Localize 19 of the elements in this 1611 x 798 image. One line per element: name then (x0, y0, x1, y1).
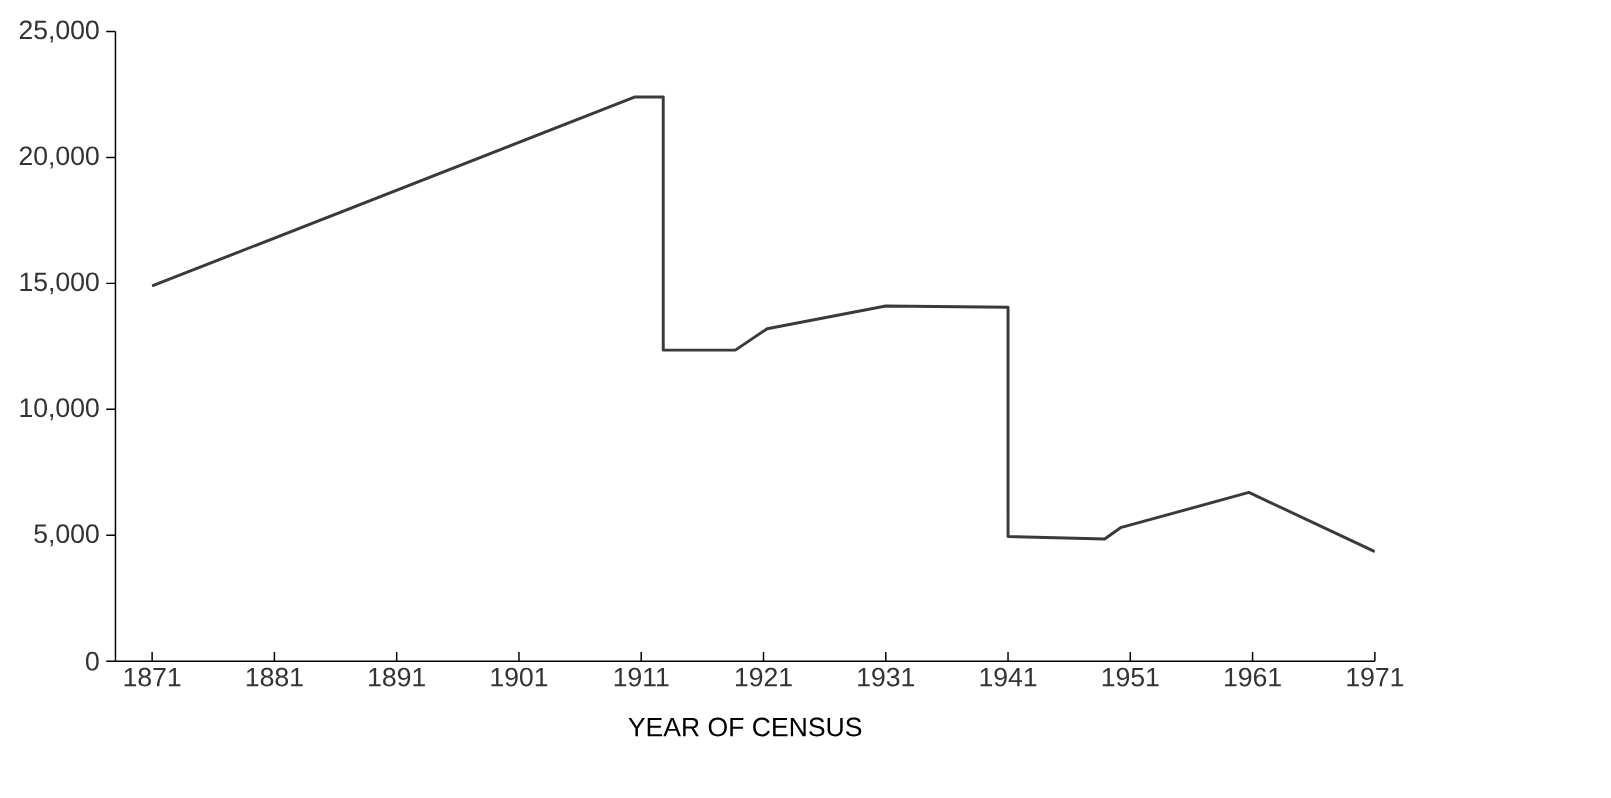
x-tick-label: 1951 (1102, 667, 1159, 687)
line-series (150, 95, 1375, 554)
y-tick-label: 15,000 (20, 272, 99, 295)
x-tick-label: 1941 (980, 667, 1037, 687)
x-tick-label: 1911 (614, 667, 669, 687)
x-axis-title: YEAR OF CENSUS (628, 717, 862, 737)
y-tick-label: 25,000 (19, 20, 99, 43)
x-tick-label: 1971 (1347, 667, 1404, 687)
y-tick-label: 0 (85, 651, 99, 671)
x-tick-label: 1891 (369, 667, 425, 687)
x-tick-label: 1871 (124, 667, 181, 687)
y-tick-label: 5,000 (34, 524, 99, 547)
y-tick-label: 20,000 (19, 146, 99, 169)
x-tick-label: 1931 (858, 667, 915, 687)
y-tick-label: 10,000 (20, 398, 99, 421)
x-tick-label: 1881 (246, 667, 303, 687)
x-tick-label: 1961 (1225, 667, 1281, 687)
x-tick-label: 1901 (491, 667, 548, 687)
x-tick-label: 1921 (735, 667, 792, 687)
